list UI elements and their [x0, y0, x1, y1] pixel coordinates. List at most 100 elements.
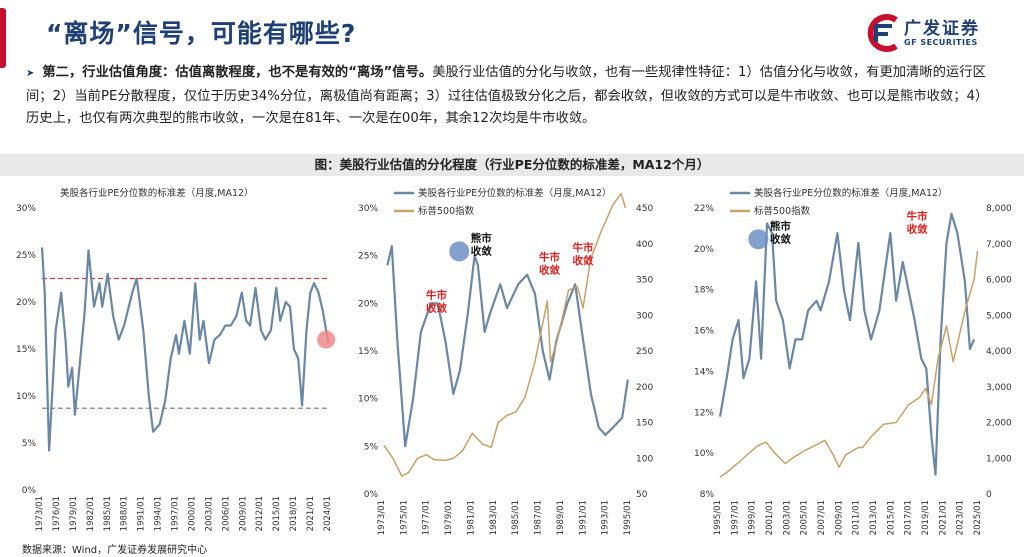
- annotation-line: 收敛: [770, 232, 792, 245]
- y2-tick-label: 250: [636, 347, 653, 357]
- y2-tick-label: 3,000: [986, 383, 1012, 393]
- x-tick-label: 1981/01: [466, 500, 476, 535]
- annotation-line: 熊市: [770, 219, 792, 232]
- x-tick-label: 2007/01: [817, 500, 827, 535]
- highlight-marker: [317, 330, 336, 349]
- source-note: 数据来源：Wind，广发证券发展研究中心: [22, 545, 208, 556]
- chart-right: 8% 10% 12% 14% 16% 18% 20% 22% 0 1,000 2,000 3,000 4…: [694, 187, 1012, 535]
- x-tick-label: 2005/01: [800, 500, 810, 535]
- pe-std-series-line: [40, 247, 330, 452]
- y2-tick-label: 8,000: [986, 204, 1012, 214]
- y2-tick-label: 2,000: [986, 419, 1012, 429]
- x-tick-label: 2021/01: [306, 496, 316, 531]
- y-tick-label: 30%: [16, 204, 36, 214]
- x-tick-label: 1994/01: [154, 496, 164, 531]
- x-tick-label: 1985/01: [103, 496, 113, 531]
- x-tick-label: 1989/01: [556, 500, 566, 535]
- x-tick-label: 1993/01: [601, 500, 611, 535]
- annotation-line: 牛市: [907, 210, 928, 223]
- annotation-line: 收敛: [539, 263, 560, 276]
- y-tick-label: 10%: [16, 392, 36, 402]
- pe-std-series-line: [718, 212, 976, 476]
- x-tick-label: 2000/01: [187, 496, 197, 531]
- y-tick-label: 12%: [694, 408, 714, 418]
- y-tick-label: 0%: [364, 490, 379, 500]
- x-tick-label: 1982/01: [86, 496, 96, 531]
- x-tick-label: 2015/01: [272, 496, 282, 531]
- y2-tick-label: 4,000: [986, 347, 1012, 357]
- figure-title: 图：美股行业估值的分化程度（行业PE分位数的标准差，MA12个月）: [0, 154, 1024, 176]
- annotation-line: 收敛: [907, 223, 928, 236]
- x-tick-label: 1999/01: [748, 500, 758, 535]
- chart-left: 0% 5% 10% 15% 20% 25% 30% 1973/01 1976/01 1979/01…: [16, 187, 336, 531]
- annotation-label: 熊市收敛: [471, 231, 492, 257]
- x-tick-label: 1979/01: [69, 496, 79, 531]
- x-tick-label: 1973/01: [377, 500, 387, 535]
- x-tick-label: 1991/01: [137, 496, 147, 531]
- paragraph-body: 美股行业估值的分化与收敛，也有一些规律性特征：1）估值分化与收敛，有更加清晰的运…: [26, 65, 989, 126]
- x-tick-label: 2012/01: [255, 496, 265, 531]
- x-tick-label: 2013/01: [869, 500, 879, 535]
- x-tick-label: 1995/01: [623, 500, 633, 535]
- x-tick-label: 1983/01: [489, 500, 499, 535]
- y-tick-label: 10%: [358, 395, 378, 405]
- legend-label: 标普500指数: [418, 205, 475, 217]
- paragraph-lead: 第二，行业估值角度：估值离散程度，也不是有效的“离场”信号。: [42, 65, 433, 80]
- annotation-marker: [449, 241, 470, 262]
- x-tick-label: 1975/01: [399, 500, 409, 535]
- annotation-line: 收敛: [573, 254, 594, 267]
- bullet-arrow-icon: ➤: [26, 68, 35, 79]
- legend-label: 标普500指数: [754, 205, 811, 217]
- x-tick-label: 2018/01: [289, 496, 299, 531]
- x-tick-label: 2009/01: [238, 496, 248, 531]
- page-title: “离场”信号，可能有哪些?: [46, 19, 357, 48]
- annotation-label: 熊市收敛: [770, 219, 792, 245]
- legend-label: 美股各行业PE分位数的标准差（月度,MA12）: [418, 187, 612, 199]
- y2-tick-label: 50: [636, 490, 648, 500]
- annotation-label: 牛市收敛: [573, 241, 594, 267]
- legend-label: 美股各行业PE分位数的标准差（月度,MA12）: [754, 187, 948, 199]
- annotation-line: 牛市: [426, 289, 447, 302]
- gf-logo-icon: [867, 14, 898, 52]
- x-tick-label: 1987/01: [534, 500, 544, 535]
- sp500-series-line: [719, 250, 979, 478]
- logo-text-cn: 广发证券: [904, 19, 980, 39]
- y2-tick-label: 400: [636, 240, 653, 250]
- x-tick-label: 2015/01: [886, 500, 896, 535]
- y-tick-label: 10%: [694, 449, 714, 459]
- y-tick-label: 18%: [694, 286, 714, 296]
- y2-tick-label: 450: [636, 204, 653, 214]
- legend-label: 美股各行业PE分位数的标准差（月度,MA12）: [60, 187, 254, 199]
- y2-tick-label: 350: [636, 276, 653, 286]
- logo-text-en: GF SECURITIES: [904, 38, 978, 47]
- annotation-line: 熊市: [471, 231, 492, 244]
- y-tick-label: 15%: [16, 345, 36, 355]
- x-tick-label: 1973/01: [35, 496, 45, 531]
- x-tick-label: 2025/01: [973, 500, 983, 535]
- pe-std-series-line: [386, 244, 629, 448]
- x-tick-label: 1985/01: [511, 500, 521, 535]
- body-paragraph: ➤ 第二，行业估值角度：估值离散程度，也不是有效的“离场”信号。美股行业估值的分化…: [26, 62, 1001, 131]
- x-tick-label: 1997/01: [730, 500, 740, 535]
- x-tick-label: 2011/01: [852, 500, 862, 535]
- y-tick-label: 22%: [694, 204, 714, 214]
- x-tick-label: 2009/01: [834, 500, 844, 535]
- y-tick-label: 20%: [358, 299, 378, 309]
- x-tick-label: 2023/01: [956, 500, 966, 535]
- y-tick-label: 20%: [694, 245, 714, 255]
- y2-tick-label: 5,000: [986, 311, 1012, 321]
- annotation-label: 牛市收敛: [426, 289, 447, 315]
- annotation-line: 牛市: [539, 250, 560, 263]
- sp500-series-line: [383, 192, 627, 477]
- y2-tick-label: 7,000: [986, 240, 1012, 250]
- chart-middle: 0% 5% 10% 15% 20% 25% 30% 50 100 150 200 250 300 350 4…: [358, 187, 653, 535]
- y-tick-label: 30%: [358, 204, 378, 214]
- x-tick-label: 2019/01: [921, 500, 931, 535]
- y-tick-label: 15%: [358, 347, 378, 357]
- y2-tick-label: 6,000: [986, 276, 1012, 286]
- annotation-label: 牛市收敛: [539, 250, 560, 276]
- y-tick-label: 0%: [22, 486, 37, 496]
- y-tick-label: 16%: [694, 327, 714, 337]
- y-tick-label: 20%: [16, 298, 36, 308]
- company-logo: 广发证券 GF SECURITIES: [862, 14, 1002, 54]
